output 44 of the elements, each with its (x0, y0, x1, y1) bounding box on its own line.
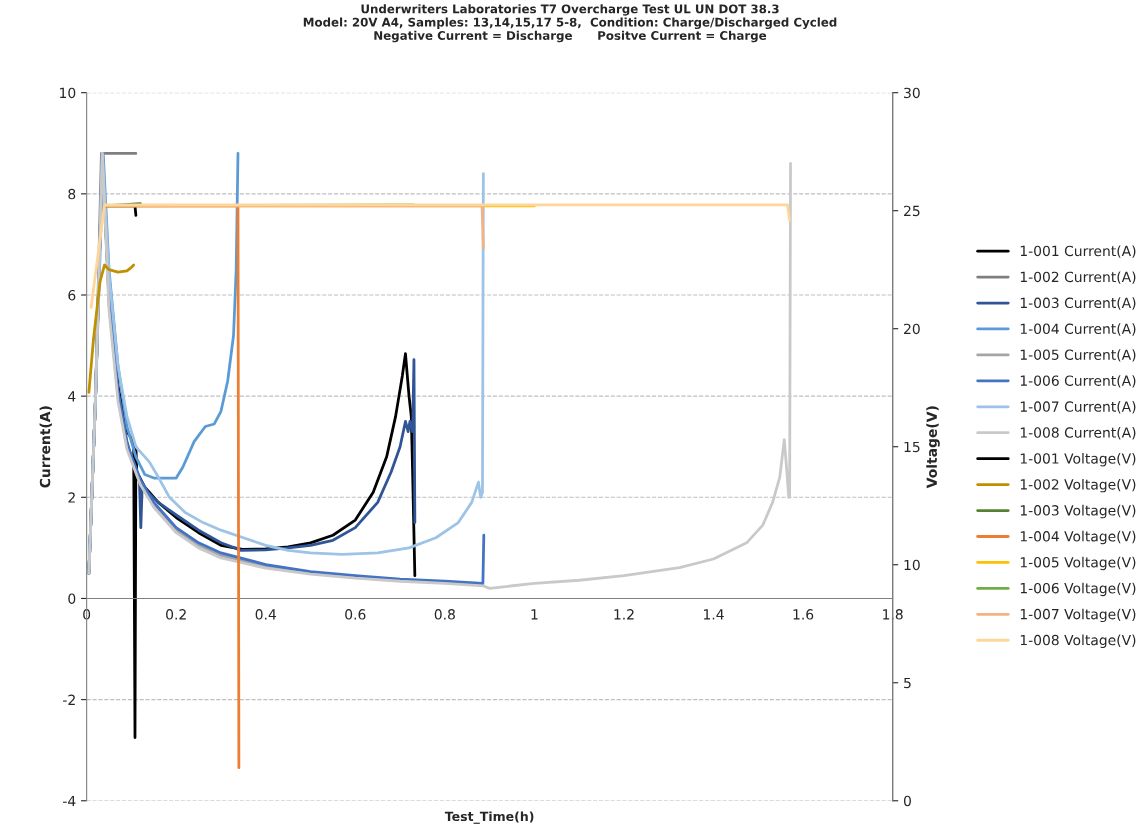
legend-label: 1-002 Voltage(V) (1020, 478, 1136, 493)
y-tick-label: 0 (68, 593, 76, 604)
legend-label: 1-001 Voltage(V) (1020, 452, 1136, 467)
x-tick-label: 0.8 (434, 609, 455, 620)
x-tick-label: 0.2 (166, 609, 186, 620)
y2-tick-label: 20 (904, 323, 920, 335)
y2-tick-label: 5 (904, 677, 911, 689)
x-tick-label: 0.4 (255, 609, 277, 620)
y-tick-label: -4 (63, 795, 76, 807)
x-tick-label: 0.6 (345, 609, 366, 620)
legend-label: 1-004 Current(A) (1020, 323, 1136, 336)
legend-label: 1-007 Voltage(V) (1020, 608, 1136, 623)
y2-tick-label: 0 (903, 795, 911, 807)
y-tick-label: 2 (68, 492, 75, 503)
x-tick-label: 1.4 (704, 609, 724, 620)
legend-label: 1-004 Voltage(V) (1020, 530, 1136, 545)
y-tick-label: 10 (60, 87, 76, 99)
y-tick-label: 8 (68, 188, 76, 200)
legend-label: 1-003 Current(A) (1020, 297, 1136, 310)
x-tick-label: 1 (531, 609, 538, 620)
legend-label: 1-002 Current(A) (1020, 271, 1136, 284)
y2-tick-label: 25 (904, 205, 920, 217)
legend-label: 1-003 Voltage(V) (1020, 504, 1136, 519)
y2-tick-label: 15 (904, 441, 920, 453)
legend-label: 1-006 Current(A) (1020, 375, 1136, 388)
chart-title: Underwriters Laboratories T7 Overcharge Test UL UN DOT 38.3 Model: 20V A4, Samples: 13,14,15,17 5-8, Condition: Charge/Discharged Cycled Negative Current = Discharge Positve Current = Charge (303, 4, 837, 43)
legend-label: 1-007 Current(A) (1020, 401, 1136, 414)
x-tick-label: 1.2 (614, 609, 634, 620)
y-tick-label: 4 (68, 391, 76, 402)
y-tick-label: 6 (68, 289, 76, 301)
legend-label: 1-006 Voltage(V) (1020, 582, 1136, 597)
y-tick-label: -2 (63, 694, 75, 705)
y2-tick-label: 30 (904, 87, 920, 99)
x-tick-label: 0 (83, 609, 91, 620)
legend-label: 1-008 Voltage(V) (1020, 634, 1136, 649)
y-axis-title: Current(A) (39, 406, 52, 488)
y2-tick-label: 10 (904, 559, 920, 571)
x-axis-title: Test_Time(h) (444, 811, 534, 824)
x-tick-label: 1.6 (793, 609, 814, 620)
legend-label: 1-008 Current(A) (1020, 427, 1136, 440)
legend-label: 1-005 Voltage(V) (1020, 556, 1136, 571)
y2-axis-title: Voltage(V) (926, 406, 940, 489)
legend-label: 1-005 Current(A) (1020, 349, 1136, 362)
legend-label: 1-001 Current(A) (1020, 245, 1136, 258)
